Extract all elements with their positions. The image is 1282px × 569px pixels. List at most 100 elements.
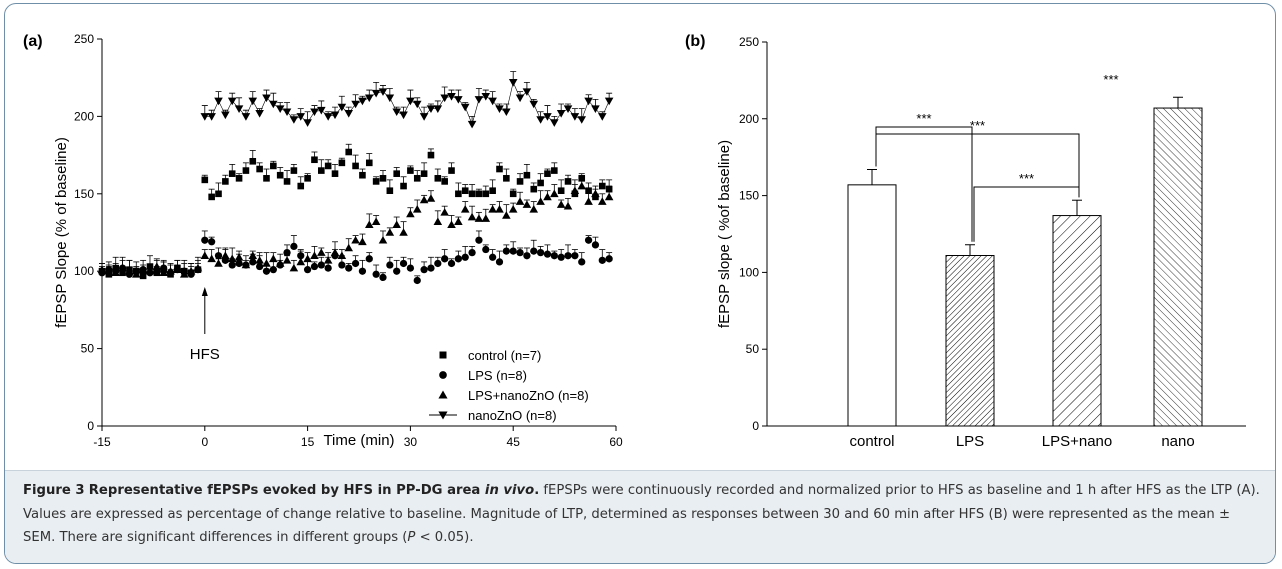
data-point: [119, 269, 126, 277]
data-point: [228, 261, 236, 269]
data-point: [557, 253, 565, 261]
data-point: [290, 242, 298, 251]
data-point: [275, 105, 285, 113]
data-point: [379, 175, 387, 182]
data-point: [454, 217, 463, 225]
data-point: [482, 245, 490, 254]
data-point: [337, 251, 347, 260]
data-point: [591, 105, 600, 113]
y-tick-label: 100: [739, 265, 759, 279]
data-point: [604, 192, 614, 201]
data-point: [598, 197, 607, 205]
data-point: [290, 167, 298, 174]
data-point: [145, 266, 155, 275]
data-point: [222, 178, 229, 185]
data-point: [248, 251, 258, 260]
data-point: [201, 236, 209, 244]
data-point: [282, 108, 292, 117]
data-point: [495, 258, 504, 266]
data-point: [200, 251, 210, 260]
data-point: [296, 257, 306, 266]
data-point: [235, 175, 243, 182]
data-point: [249, 157, 257, 165]
figure-frame: 0 50 100 150 200 250 -15 0 15 30 45 60 Time (min) fEP…: [4, 3, 1276, 564]
series-3: [200, 71, 614, 129]
data-point: [564, 252, 572, 260]
data-point: [371, 89, 381, 98]
data-point: [481, 214, 491, 222]
data-point: [378, 88, 388, 96]
data-point: [556, 110, 566, 118]
data-point: [289, 116, 299, 124]
data-point: [516, 248, 524, 257]
data-point: [358, 267, 367, 275]
data-point: [557, 187, 565, 195]
data-point: [241, 260, 251, 269]
data-point: [393, 170, 400, 177]
data-point: [365, 255, 373, 263]
legend-marker: [438, 390, 448, 399]
data-point: [297, 182, 305, 190]
data-point: [564, 178, 572, 185]
data-point: [543, 113, 552, 121]
y-tick-label: 200: [74, 109, 94, 123]
legend-marker: [438, 411, 448, 420]
data-point: [323, 113, 333, 121]
data-point: [318, 167, 325, 174]
data-point: [434, 259, 442, 268]
data-point: [515, 197, 525, 205]
data-point: [508, 79, 518, 87]
data-point: [378, 235, 388, 244]
caption-body: fEPSPs were continuously recorded and no…: [23, 483, 1260, 545]
data-point: [399, 111, 408, 120]
chart-a: 0 50 100 150 200 250 -15 0 15 30 45 60 Time (min) fEP…: [23, 32, 623, 449]
data-point: [269, 254, 278, 263]
data-point: [537, 179, 544, 187]
data-point: [303, 254, 312, 263]
category-label: control: [849, 433, 894, 450]
data-point: [296, 113, 306, 121]
data-point: [207, 113, 216, 121]
caption-body-end: < 0.05).: [415, 530, 474, 545]
data-point: [201, 176, 209, 184]
data-point: [379, 273, 387, 282]
data-point: [97, 265, 107, 273]
y-axis-title: fEPSP slope ( %of baseline): [716, 140, 733, 328]
data-point: [474, 214, 484, 222]
data-point: [399, 228, 408, 236]
data-point: [447, 92, 456, 101]
x-tick-label: 15: [301, 435, 315, 449]
data-point: [275, 259, 285, 267]
data-point: [207, 254, 216, 263]
data-point: [591, 241, 600, 249]
data-point: [221, 111, 230, 120]
data-point: [509, 190, 517, 198]
data-point: [270, 162, 277, 170]
data-point: [434, 175, 442, 182]
data-point: [460, 103, 470, 112]
data-point: [461, 187, 469, 195]
data-point: [604, 97, 614, 106]
legend-label: nanoZnO (n=8): [468, 408, 557, 423]
data-point: [433, 217, 443, 225]
data-point: [331, 170, 339, 177]
data-point: [522, 88, 532, 96]
data-point: [467, 120, 477, 129]
data-point: [200, 113, 210, 121]
data-point: [529, 100, 539, 109]
data-point: [351, 259, 360, 268]
data-point: [269, 266, 277, 274]
y-tick-label: 200: [739, 112, 759, 126]
data-point: [412, 100, 422, 109]
y-tick-label: 150: [739, 189, 759, 203]
data-point: [351, 235, 360, 244]
data-point: [482, 190, 490, 198]
data-point: [427, 264, 435, 272]
data-point: [488, 97, 497, 106]
x-tick-label: 45: [507, 435, 521, 449]
data-point: [550, 252, 558, 260]
data-point: [317, 261, 325, 269]
data-point: [475, 190, 483, 198]
data-point: [227, 97, 237, 106]
data-point: [563, 201, 573, 210]
